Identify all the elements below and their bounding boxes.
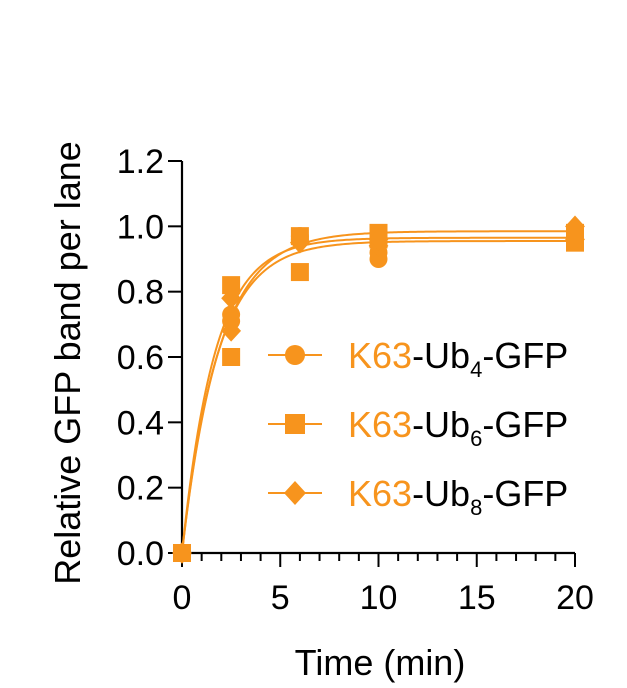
legend-label-prefix: K63 — [348, 335, 412, 376]
x-tick-label: 15 — [458, 579, 496, 617]
legend-item: K63-Ub8-GFP — [268, 473, 568, 520]
data-points — [172, 215, 585, 564]
x-axis-title: Time (min) — [295, 642, 466, 683]
legend-label-suffix: -GFP — [482, 335, 568, 376]
legend-item: K63-Ub6-GFP — [268, 404, 568, 451]
y-tick-label: 0.2 — [117, 470, 164, 508]
legend-label-subscript: 4 — [470, 357, 482, 382]
y-tick-label: 1.2 — [117, 143, 164, 181]
legend-label-prefix: K63 — [348, 473, 412, 514]
diamond-marker — [221, 287, 242, 309]
y-tick-label: 0.4 — [117, 404, 164, 442]
legend-label-subscript: 8 — [470, 495, 482, 520]
y-tick-label: 0.0 — [117, 535, 164, 573]
legend-label: K63-Ub8-GFP — [348, 473, 568, 520]
square-marker — [222, 348, 241, 366]
square-marker — [222, 276, 241, 295]
diamond-marker — [284, 481, 306, 505]
circle-marker — [285, 345, 305, 365]
square-marker — [285, 414, 305, 434]
x-tick-label: 20 — [556, 579, 594, 617]
legend-item: K63-Ub4-GFP — [268, 335, 568, 382]
legend-label-prefix: K63 — [348, 404, 412, 445]
x-tick-label: 0 — [173, 579, 192, 617]
y-axis-title: Relative GFP band per lane — [47, 141, 88, 585]
legend-label-mid: -Ub — [412, 335, 470, 376]
diamond-marker — [565, 215, 585, 238]
y-tick-label: 0.8 — [117, 274, 164, 312]
diamond-marker — [290, 231, 310, 254]
legend-label-subscript: 6 — [470, 426, 482, 451]
diamond-marker — [565, 228, 585, 251]
diamond-marker — [172, 542, 192, 564]
x-tick-label: 10 — [360, 579, 398, 617]
legend-label-mid: -Ub — [412, 473, 470, 514]
legend-label-mid: -Ub — [412, 404, 470, 445]
legend-label-suffix: -GFP — [482, 404, 568, 445]
y-tick-label: 1.0 — [117, 208, 164, 246]
legend-label: K63-Ub4-GFP — [348, 335, 568, 382]
diamond-marker — [368, 228, 389, 251]
legend-label-suffix: -GFP — [482, 473, 568, 514]
x-tick-label: 5 — [271, 579, 290, 617]
y-axis: 0.0 0.2 0.4 0.6 0.8 1.0 1.2 — [117, 143, 184, 573]
x-axis: 0 5 10 15 20 — [173, 551, 594, 617]
diamond-marker — [221, 320, 242, 342]
square-marker — [290, 263, 309, 282]
legend-label: K63-Ub6-GFP — [348, 404, 568, 451]
y-tick-label: 0.6 — [117, 339, 164, 377]
